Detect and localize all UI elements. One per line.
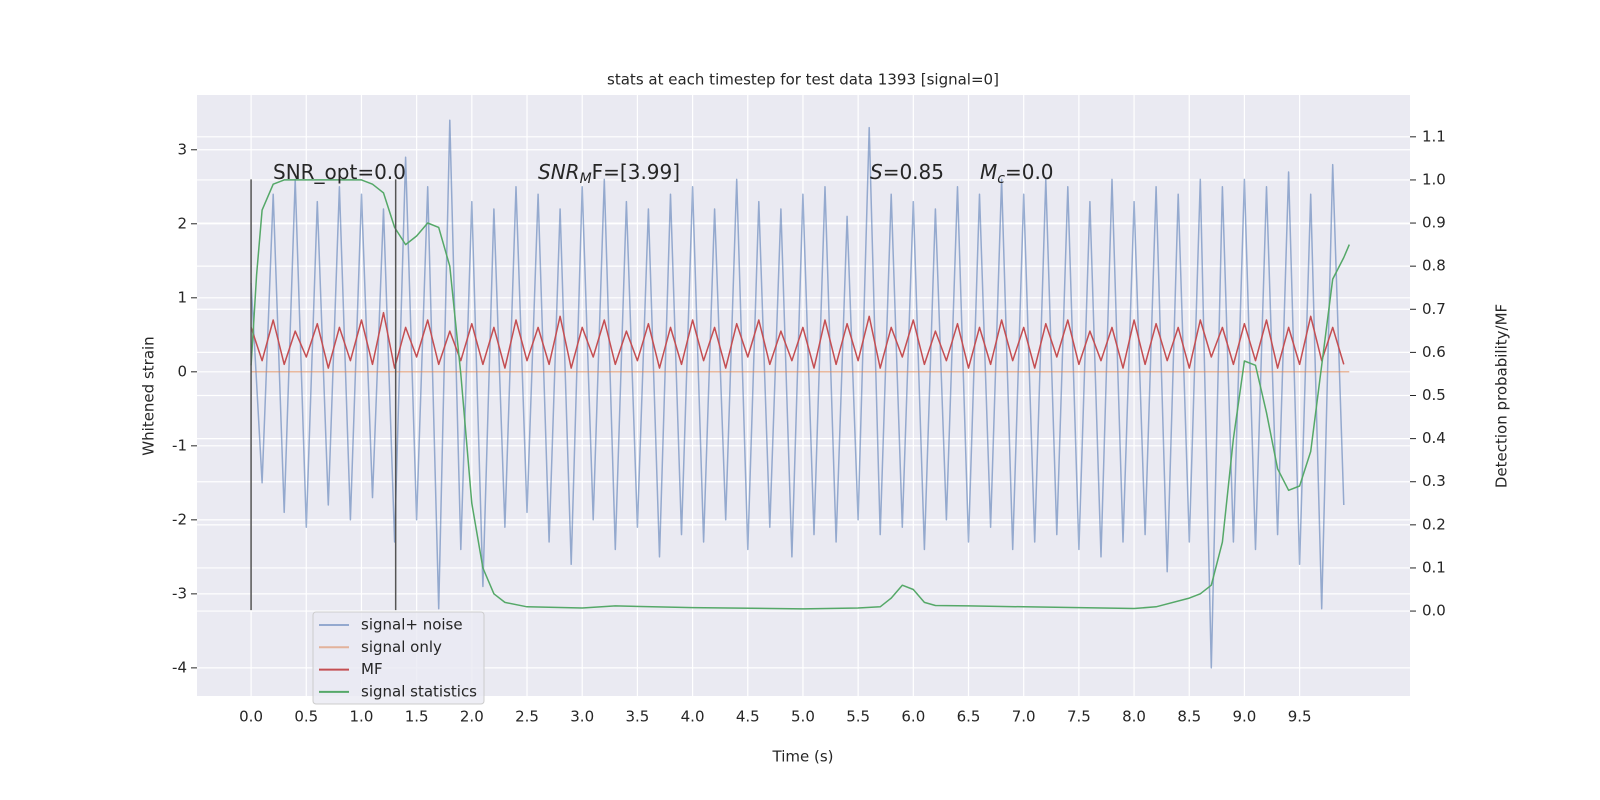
series-line (250, 119, 1345, 669)
annotation-part: c (997, 171, 1005, 187)
legend-label: MF (361, 660, 383, 678)
chart-title: stats at each timestep for test data 139… (607, 71, 999, 89)
x-tick-label: 3.0 (570, 708, 594, 726)
y2-tick-label: 0.5 (1422, 386, 1446, 404)
y2-tick-label: 0.4 (1422, 429, 1446, 447)
y2-tick-label: 1.0 (1422, 170, 1446, 188)
y2-tick-label: 0.9 (1422, 214, 1446, 232)
y2-axis-label: Detection probability/MF (1493, 304, 1511, 488)
x-tick-label: 1.5 (405, 708, 429, 726)
series-line (250, 179, 1350, 610)
annotation: S=0.85 (870, 160, 944, 184)
y-tick-label: -1 (172, 436, 187, 454)
x-tick-label: 2.0 (460, 708, 484, 726)
annotation: SNR_opt=0.0 (273, 160, 406, 184)
x-axis-label: Time (s) (772, 748, 834, 766)
y-tick-label: 3 (177, 140, 187, 158)
annotation: Mc=0.0 (980, 160, 1054, 188)
x-tick-label: 4.5 (736, 708, 760, 726)
x-tick-label: 8.5 (1177, 708, 1201, 726)
x-tick-label: 0.0 (239, 708, 263, 726)
y-tick-label: 2 (177, 214, 187, 232)
y2-tick-label: 1.1 (1422, 127, 1446, 145)
annotation-part: SNR (538, 160, 580, 184)
y-tick-label: 0 (177, 362, 187, 380)
y2-tick-label: 0.3 (1422, 472, 1446, 490)
annotation-part: M (980, 160, 997, 184)
legend-label: signal+ noise (361, 616, 463, 634)
legend-label: signal only (361, 638, 442, 656)
y-tick-label: -3 (172, 584, 187, 602)
annotation-part: F=[3.99] (592, 160, 680, 184)
y2-tick-label: 0.7 (1422, 300, 1446, 318)
y2-tick-label: 0.0 (1422, 602, 1446, 620)
legend-box (312, 611, 485, 705)
annotation: SNRMF=[3.99] (538, 160, 680, 188)
annotation-part: =0.85 (883, 160, 944, 184)
annotation-part: M (580, 171, 592, 187)
x-tick-label: 1.0 (350, 708, 374, 726)
y2-tick-label: 0.8 (1422, 257, 1446, 275)
x-tick-label: 7.5 (1067, 708, 1091, 726)
x-tick-label: 8.0 (1122, 708, 1146, 726)
y2-tick-label: 0.6 (1422, 343, 1446, 361)
x-tick-label: 4.0 (681, 708, 705, 726)
x-tick-label: 2.5 (515, 708, 539, 726)
x-tick-label: 7.0 (1012, 708, 1036, 726)
y-tick-label: -2 (172, 510, 187, 528)
annotation-part: SNR_opt=0.0 (273, 160, 406, 184)
legend-label: signal statistics (361, 682, 477, 700)
y2-tick-label: 0.1 (1422, 558, 1446, 576)
y-axis-label: Whitened strain (140, 336, 158, 455)
annotation-part: S (870, 160, 883, 184)
series-line (250, 311, 1345, 369)
x-tick-label: 3.5 (625, 708, 649, 726)
annotation-part: =0.0 (1005, 160, 1054, 184)
legend: signal+ noise signal only MF signal statist… (312, 611, 485, 705)
y-tick-label: -4 (172, 658, 187, 676)
y2-tick-label: 0.2 (1422, 515, 1446, 533)
x-tick-label: 9.5 (1288, 708, 1312, 726)
y-tick-label: 1 (177, 288, 187, 306)
x-tick-label: 5.0 (791, 708, 815, 726)
x-tick-label: 0.5 (294, 708, 318, 726)
x-tick-label: 9.0 (1233, 708, 1257, 726)
x-tick-label: 5.5 (846, 708, 870, 726)
x-tick-label: 6.5 (957, 708, 981, 726)
x-tick-label: 6.0 (901, 708, 925, 726)
